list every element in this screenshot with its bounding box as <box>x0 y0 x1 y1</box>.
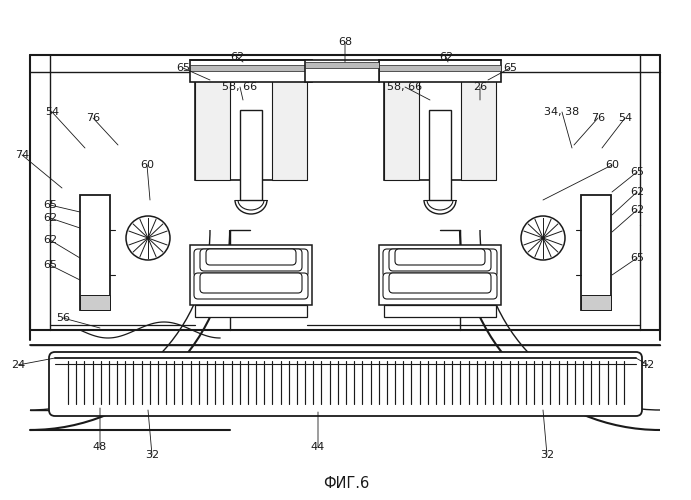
Text: 32: 32 <box>540 450 554 460</box>
Circle shape <box>521 216 565 260</box>
Text: 62: 62 <box>43 213 57 223</box>
Bar <box>80 295 110 310</box>
Text: 48: 48 <box>93 442 107 452</box>
FancyBboxPatch shape <box>200 249 302 271</box>
Bar <box>80 195 110 310</box>
Text: 76: 76 <box>86 113 100 123</box>
Bar <box>379 245 501 305</box>
Text: ФИГ.6: ФИГ.6 <box>323 476 369 490</box>
Text: 44: 44 <box>311 442 325 452</box>
Text: 62: 62 <box>630 205 644 215</box>
Bar <box>384 80 496 180</box>
Text: 65: 65 <box>43 200 57 210</box>
Text: 65: 65 <box>176 63 190 73</box>
Bar <box>581 195 611 310</box>
FancyBboxPatch shape <box>194 273 308 299</box>
Text: 62: 62 <box>439 52 453 62</box>
Bar <box>429 110 451 200</box>
Bar <box>305 60 379 82</box>
Text: 56: 56 <box>56 313 70 323</box>
Text: 24: 24 <box>11 360 25 370</box>
FancyBboxPatch shape <box>206 249 296 265</box>
Bar <box>240 110 262 200</box>
Text: 34, 38: 34, 38 <box>545 107 580 117</box>
Text: 58, 66: 58, 66 <box>388 82 423 92</box>
Text: 62: 62 <box>230 52 244 62</box>
FancyBboxPatch shape <box>389 249 491 271</box>
Text: 32: 32 <box>145 450 159 460</box>
Bar <box>379 60 501 82</box>
Bar <box>379 65 501 71</box>
Text: 60: 60 <box>140 160 154 170</box>
Bar <box>190 245 312 305</box>
Bar <box>305 62 379 68</box>
Bar <box>195 305 307 317</box>
Text: 65: 65 <box>630 167 644 177</box>
FancyBboxPatch shape <box>49 352 642 416</box>
Text: 74: 74 <box>15 150 29 160</box>
Text: 76: 76 <box>591 113 605 123</box>
Bar <box>581 295 611 310</box>
Bar <box>384 80 419 180</box>
FancyBboxPatch shape <box>389 273 491 293</box>
Bar <box>272 80 307 180</box>
Bar <box>384 305 496 317</box>
Bar <box>195 80 307 180</box>
Bar <box>461 80 496 180</box>
Bar <box>195 80 230 180</box>
FancyBboxPatch shape <box>383 273 497 299</box>
Text: 65: 65 <box>43 260 57 270</box>
Bar <box>190 60 312 82</box>
Text: 60: 60 <box>605 160 619 170</box>
Text: 62: 62 <box>43 235 57 245</box>
Text: 58, 66: 58, 66 <box>223 82 258 92</box>
Text: 65: 65 <box>630 253 644 263</box>
FancyBboxPatch shape <box>395 249 485 265</box>
FancyBboxPatch shape <box>194 249 308 277</box>
Text: 68: 68 <box>338 37 352 47</box>
Text: 54: 54 <box>618 113 632 123</box>
Text: 54: 54 <box>45 107 59 117</box>
Bar <box>190 65 312 71</box>
Circle shape <box>126 216 170 260</box>
Text: 42: 42 <box>641 360 655 370</box>
Text: 26: 26 <box>473 82 487 92</box>
FancyBboxPatch shape <box>200 273 302 293</box>
Text: 62: 62 <box>630 187 644 197</box>
Text: 65: 65 <box>503 63 517 73</box>
FancyBboxPatch shape <box>383 249 497 277</box>
